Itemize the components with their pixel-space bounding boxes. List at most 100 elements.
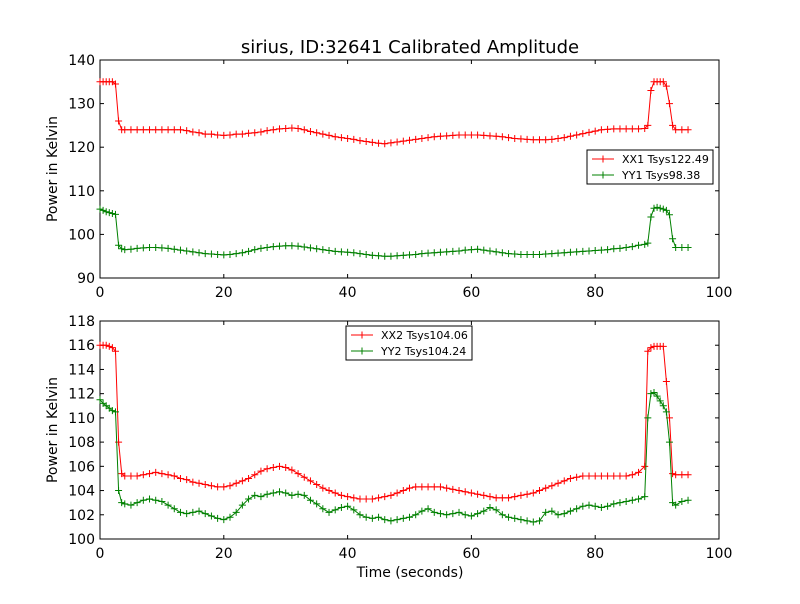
- subplot2-ytick-label: 110: [68, 411, 95, 427]
- subplot1-data-point: [443, 132, 451, 140]
- subplot1-data-point: [118, 245, 126, 253]
- subplot1-data-point: [591, 127, 599, 135]
- subplot1-data-point: [560, 249, 568, 257]
- subplot2-data-point: [647, 344, 655, 352]
- subplot1-data-point: [610, 125, 618, 133]
- subplot1-data-point: [183, 127, 191, 135]
- subplot1-legend-marker: [599, 155, 607, 163]
- subplot2-data-point: [424, 483, 432, 491]
- subplot1-data-point: [424, 249, 432, 257]
- subplot1-data-point: [189, 128, 197, 136]
- subplot1-data-point: [498, 249, 506, 257]
- subplot2-data-point: [319, 505, 327, 513]
- subplot2-data-point: [436, 510, 444, 518]
- chart-title: sirius, ID:32641 Calibrated Amplitude: [241, 37, 579, 58]
- subplot2-data-point: [573, 505, 581, 513]
- subplot2-data-point: [195, 507, 203, 515]
- subplot2-data-point: [300, 491, 308, 499]
- subplot2-data-point: [399, 487, 407, 495]
- subplot1-legend: XX1 Tsys122.49 YY1 Tsys98.38: [586, 149, 714, 185]
- subplot1-data-point: [294, 242, 302, 250]
- subplot1-data-point: [226, 131, 234, 139]
- subplot2-data-point: [375, 494, 383, 502]
- subplot1-data-point: [597, 126, 605, 134]
- subplot2-data-point: [517, 491, 525, 499]
- subplot2-data-point: [115, 487, 123, 495]
- subplot1-data-point: [480, 246, 488, 254]
- subplot2-data-point: [368, 495, 376, 503]
- subplot1-data-point: [480, 131, 488, 139]
- subplot2-data-point: [189, 478, 197, 486]
- subplot1-data-point: [641, 124, 649, 132]
- subplot1-data-point: [678, 126, 686, 134]
- subplot2-ytick-label: 114: [68, 362, 95, 378]
- subplot1-data-point: [375, 139, 383, 147]
- subplot2-data-point: [269, 464, 277, 472]
- subplot2-data-point: [276, 462, 284, 470]
- bottom-subplot: 0 20 40 60 80 100 100 102 104 106 108 110 112 114 116 1…: [45, 314, 732, 562]
- subplot2-data-point: [263, 465, 271, 473]
- subplot2-data-point: [381, 493, 389, 501]
- subplot2-data-point: [251, 471, 259, 479]
- subplot1-data-point: [505, 134, 513, 142]
- subplot2-data-point: [350, 494, 358, 502]
- subplot1-data-point: [492, 132, 500, 140]
- subplot1-xtick-label: 0: [96, 285, 105, 301]
- subplot1-data-point: [214, 131, 222, 139]
- subplot2-data-point: [656, 397, 664, 405]
- subplot2-series-2: [96, 388, 692, 526]
- subplot1-data-point: [579, 130, 587, 138]
- subplot2-data-point: [121, 500, 129, 508]
- subplot2-data-point: [368, 514, 376, 522]
- subplot2-data-point: [635, 495, 643, 503]
- subplot1-data-point: [282, 124, 290, 132]
- subplot2-data-point: [566, 474, 574, 482]
- subplot2-data-point: [610, 472, 618, 480]
- subplot1-data-point: [486, 247, 494, 255]
- subplot1-data-point: [220, 131, 228, 139]
- subplot1-data-point: [647, 213, 655, 221]
- subplot2-data-point: [566, 507, 574, 515]
- subplot1-data-point: [523, 250, 531, 258]
- subplot1-data-point: [443, 248, 451, 256]
- subplot2-data-point: [542, 508, 550, 516]
- subplot1-data-point: [604, 246, 612, 254]
- subplot1-data-point: [313, 245, 321, 253]
- subplot2-ytick-label: 118: [68, 314, 95, 330]
- subplot2-data-point: [387, 491, 395, 499]
- subplot2-data-point: [591, 502, 599, 510]
- subplot1-data-point: [269, 126, 277, 134]
- subplot1-data-point: [139, 126, 147, 134]
- subplot2-data-point: [238, 477, 246, 485]
- subplot2-ytick-label: 116: [68, 338, 95, 354]
- subplot2-data-point: [121, 472, 129, 480]
- subplot1-xtick-label: 80: [586, 285, 604, 301]
- subplot2-xtick-label: 40: [339, 546, 357, 562]
- subplot1-data-point: [350, 249, 358, 257]
- subplot1-data-point: [368, 138, 376, 146]
- subplot1-data-point: [535, 250, 543, 258]
- subplot1-data-point: [115, 241, 123, 249]
- subplot1-data-point: [238, 130, 246, 138]
- subplot2-data-point: [207, 482, 215, 490]
- subplot2-data-point: [257, 467, 265, 475]
- subplot2-data-point: [653, 392, 661, 400]
- subplot2-data-point: [152, 496, 160, 504]
- subplot2-data-point: [659, 342, 667, 350]
- subplot2-data-point: [207, 512, 215, 520]
- subplot2-data-point: [480, 491, 488, 499]
- subplot2-data-point: [523, 490, 531, 498]
- subplot2-ytick-label: 106: [68, 459, 95, 475]
- subplot1-data-point: [573, 131, 581, 139]
- subplot1-data-point: [337, 248, 345, 256]
- subplot1-data-point: [665, 211, 673, 219]
- subplot2-data-point: [480, 507, 488, 515]
- subplot1-data-point: [387, 139, 395, 147]
- subplot1-data-point: [449, 247, 457, 255]
- subplot2-data-point: [257, 493, 265, 501]
- subplot1-data-point: [622, 243, 630, 251]
- subplot1-data-point: [133, 126, 141, 134]
- subplot1-data-point: [337, 134, 345, 142]
- subplot1-data-point: [548, 250, 556, 258]
